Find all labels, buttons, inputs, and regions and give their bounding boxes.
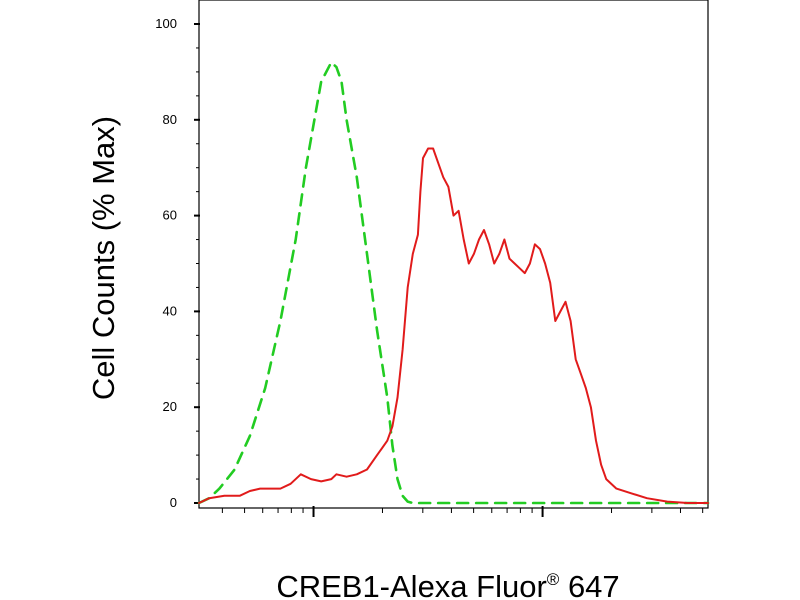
y-tick-label: 60	[163, 208, 177, 223]
series-layer	[197, 61, 710, 505]
series-line-creb1	[198, 147, 709, 504]
x-axis	[221, 506, 704, 517]
x-axis-title-main: CREB1-Alexa Fluor	[276, 569, 546, 600]
y-axis: 0 20 40 60 80 100	[155, 16, 200, 510]
series-line-control	[197, 61, 710, 505]
y-axis-title: Cell Counts (% Max)	[86, 116, 121, 400]
y-tick-label: 80	[163, 112, 177, 127]
x-axis-title-registered: ®	[547, 570, 560, 589]
y-tick-label: 20	[163, 399, 177, 414]
x-axis-title: CREB1-Alexa Fluor® 647	[276, 569, 619, 600]
y-tick-label: 40	[163, 303, 177, 318]
x-axis-title-tail: 647	[559, 569, 619, 600]
y-tick-label: 0	[170, 495, 177, 510]
plot-frame	[198, 0, 709, 509]
y-tick-label: 100	[155, 16, 177, 31]
